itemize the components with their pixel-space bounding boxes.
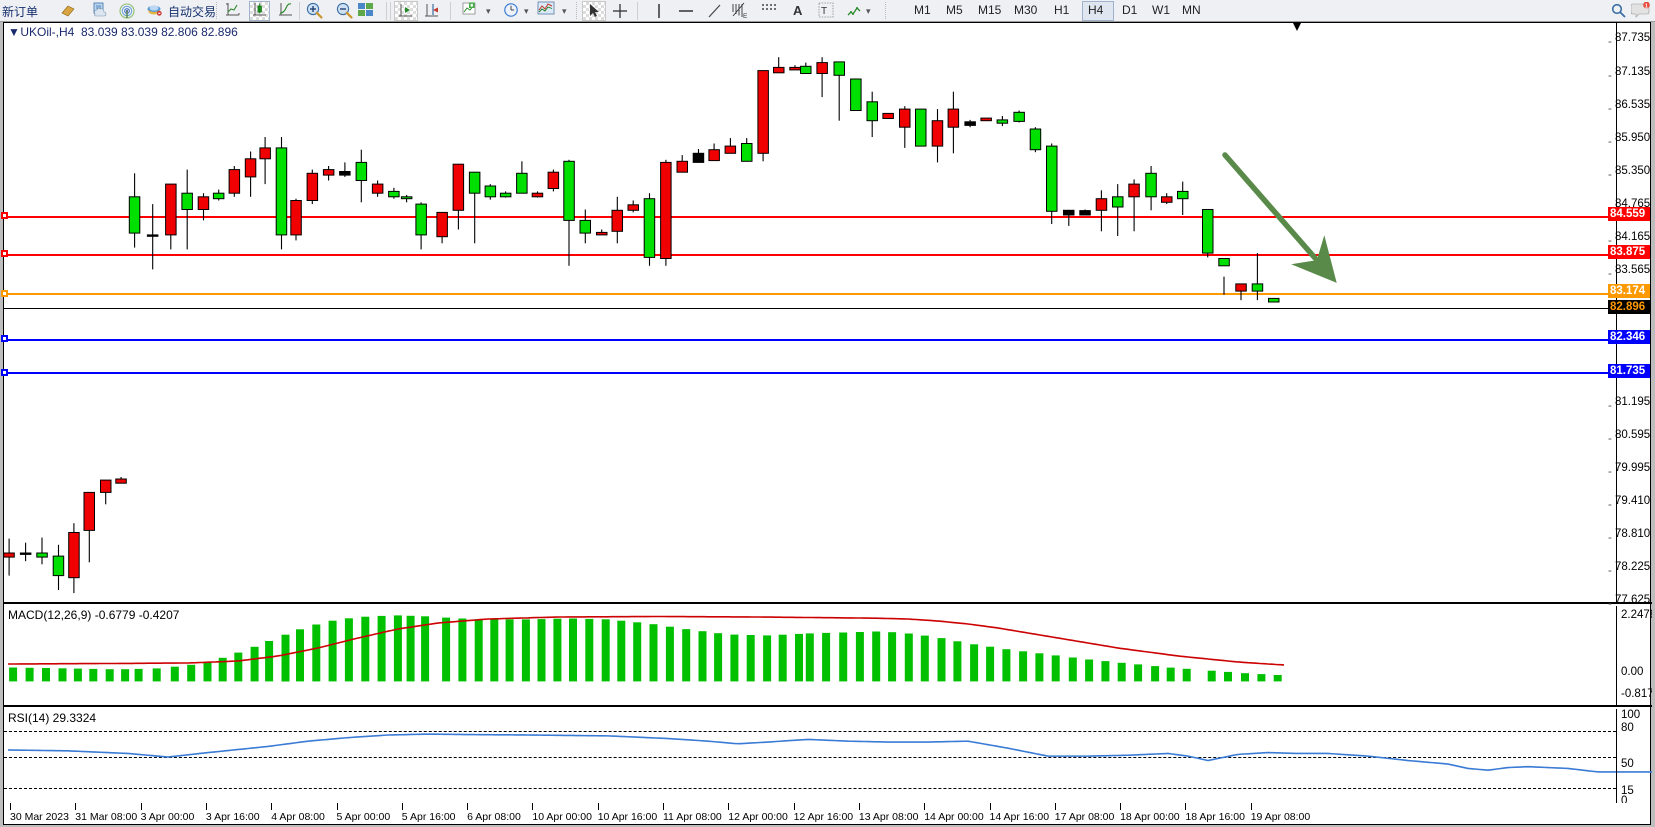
svg-text:E: E [743, 13, 748, 18]
svg-text:1: 1 [1645, 3, 1648, 9]
svg-text:T: T [821, 6, 827, 17]
